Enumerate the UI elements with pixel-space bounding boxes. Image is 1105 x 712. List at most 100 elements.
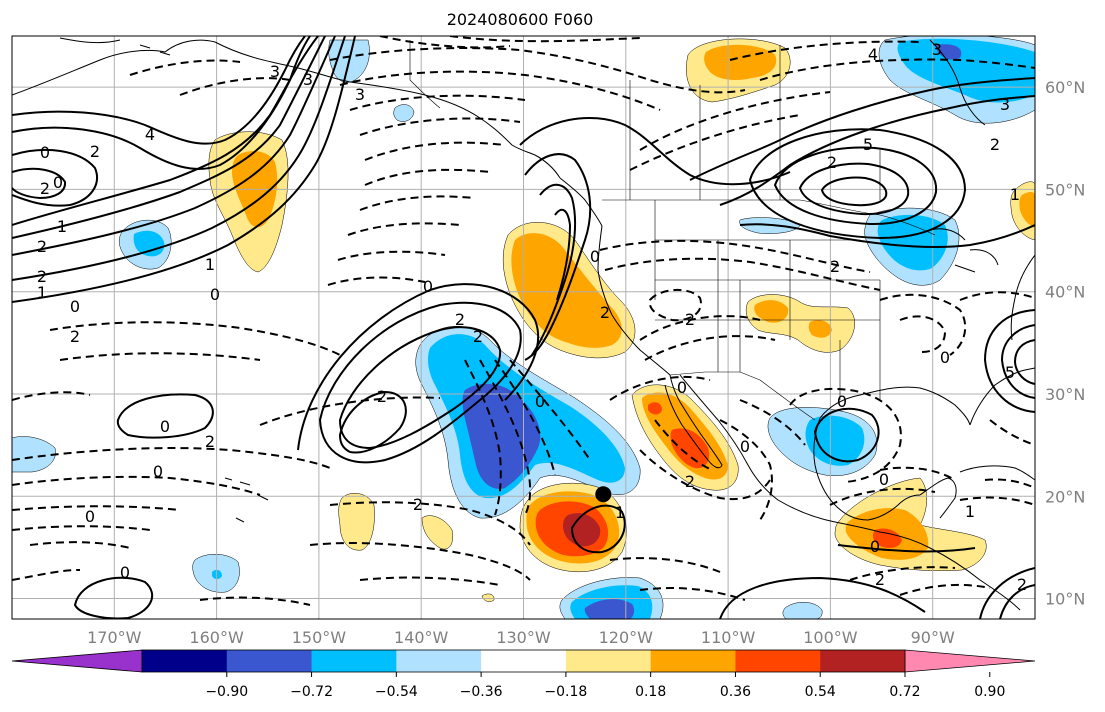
shade-blob-s2-lightblue xyxy=(782,602,823,619)
dash-north-3 xyxy=(349,94,526,111)
dash-pac-6 xyxy=(12,505,181,511)
shade-blob-pac-darkblue xyxy=(462,383,541,489)
shading-layer xyxy=(12,36,1035,619)
dashed-contour-lines xyxy=(12,36,1035,606)
map-title: 2024080600 F060 xyxy=(446,10,594,29)
lat-tick-label: 10°N xyxy=(1045,590,1085,609)
dash-mex-5 xyxy=(739,399,806,446)
shade-blob-mex-red-small xyxy=(648,402,662,415)
contour-label: 2 xyxy=(1017,575,1027,594)
contour-ne-jet-1 xyxy=(689,77,1035,181)
contour-ne-low-1 xyxy=(748,128,967,240)
contour-label: 5 xyxy=(1005,363,1015,382)
border-states-1 xyxy=(654,200,791,372)
contour-label: 0 xyxy=(837,392,847,411)
dash-ne-mid xyxy=(629,114,801,171)
shade-blob-w-blue xyxy=(133,230,165,257)
contour-coast-ridge-1 xyxy=(519,117,791,186)
lon-tick-label: 90°W xyxy=(911,628,955,647)
contour-label: 3 xyxy=(303,70,313,89)
dash-pac-7 xyxy=(12,525,151,531)
shade-blob-e-orange xyxy=(1019,191,1035,228)
colorbar-segment xyxy=(142,650,228,672)
colorbar-segment xyxy=(820,650,906,672)
dash-mex-1 xyxy=(609,375,711,401)
coast-gulf xyxy=(819,386,971,426)
lon-tick-label: 140°W xyxy=(394,628,449,647)
colorbar-segment xyxy=(396,650,482,672)
dash-pac-1 xyxy=(49,321,341,356)
lon-tick-label: 120°W xyxy=(599,628,654,647)
dash-ne-top-2 xyxy=(759,58,1035,81)
contour-label: 0 xyxy=(40,143,50,162)
coast-us-east xyxy=(1010,254,1035,341)
coast-hawaii xyxy=(224,477,269,523)
contour-coast-ridge-4 xyxy=(554,208,572,301)
shade-blob-us-orange2 xyxy=(808,320,832,338)
colorbar-extend-low xyxy=(11,649,143,673)
contour-s-loop-1 xyxy=(73,576,154,619)
colorbar-tick-label: −0.90 xyxy=(205,684,248,700)
contour-se-loop-2 xyxy=(999,584,1035,619)
colorbar-tick-label: 0.18 xyxy=(635,684,666,700)
dash-us-6 xyxy=(879,293,967,356)
dash-s-1 xyxy=(609,557,721,573)
longitude-tick-labels: 170°W 160°W 150°W 140°W 130°W 120°W 110°W 100°W… xyxy=(87,628,955,647)
dash-north-6 xyxy=(364,168,491,186)
contour-label: 2 xyxy=(830,257,840,276)
lat-tick-label: 30°N xyxy=(1045,385,1085,404)
map-frame xyxy=(11,35,1036,620)
contour-label: 0 xyxy=(740,437,750,456)
contour-nw-jet-6 xyxy=(12,36,346,281)
colorbar-segment xyxy=(735,650,821,672)
dash-pac-4 xyxy=(12,447,331,469)
shade-blob-fw-lightblue xyxy=(12,436,56,473)
contour-ne-jet-2 xyxy=(719,95,1035,206)
contour-label: 2 xyxy=(205,432,215,451)
dash-pac-9 xyxy=(259,396,441,426)
contour-e-low-2 xyxy=(1000,324,1035,399)
contour-label: 2 xyxy=(70,327,80,346)
colorbar-segment xyxy=(481,650,567,672)
contour-label: 4 xyxy=(145,125,155,144)
shade-blob-mex-redorange xyxy=(670,428,710,469)
dash-gulf-1 xyxy=(789,387,902,483)
dash-pac-jet-4 xyxy=(509,359,591,461)
contour-label: 0 xyxy=(590,247,600,266)
dash-north-8 xyxy=(347,222,461,236)
contour-label: 1 xyxy=(615,503,625,522)
contour-label: 1 xyxy=(965,502,975,521)
contour-pac-loop-2 xyxy=(338,326,502,450)
contour-label: 2 xyxy=(37,267,47,286)
contour-label: 2 xyxy=(413,495,423,514)
colorbar-segment xyxy=(226,650,313,672)
contour-label: 2 xyxy=(473,327,483,346)
contour-nw-loop-2 xyxy=(12,167,67,200)
colorbar-tick-label: 0.72 xyxy=(889,684,920,700)
colorbar-tick-label: 0.54 xyxy=(805,684,836,700)
coast-mex-east xyxy=(813,417,921,521)
contour-label: 1 xyxy=(57,217,67,236)
shade-blob-ne-blue xyxy=(897,38,1035,103)
dash-us-3 xyxy=(648,289,702,322)
contour-label: 3 xyxy=(355,85,365,104)
dash-pac-jet-3 xyxy=(494,359,556,476)
contour-label: 1 xyxy=(37,283,47,302)
contour-nw-jet-1 xyxy=(12,36,306,145)
dash-pac-jet-1 xyxy=(464,359,502,516)
colorbar-segment xyxy=(565,650,652,672)
dash-mex-4 xyxy=(719,419,773,521)
colorbar-tick-label: 0.90 xyxy=(974,684,1005,700)
dash-pac-2 xyxy=(59,352,261,361)
contour-label: 2 xyxy=(377,387,387,406)
contour-label: 0 xyxy=(677,378,687,397)
contour-label: 3 xyxy=(932,40,942,59)
contour-label: 2 xyxy=(600,303,610,322)
contour-label: 0 xyxy=(870,537,880,556)
dash-ca-3 xyxy=(899,583,991,596)
dash-e-1 xyxy=(959,291,1035,301)
contour-label: 3 xyxy=(270,62,280,81)
shade-blob-tc-darkred xyxy=(563,513,601,547)
